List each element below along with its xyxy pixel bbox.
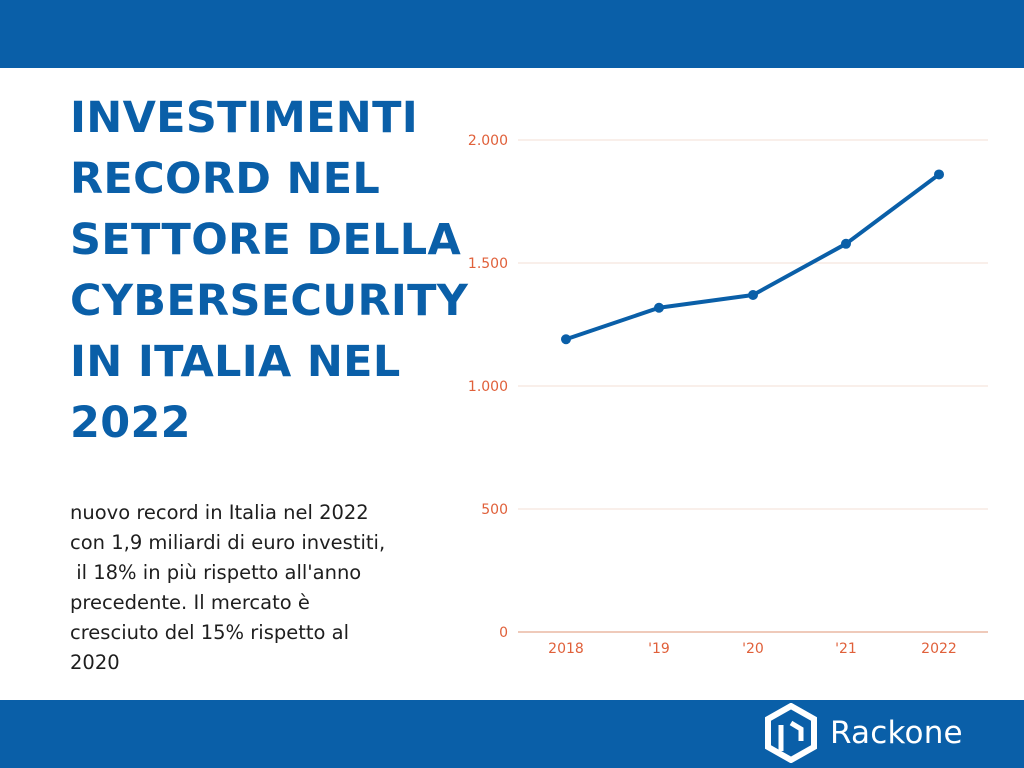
- x-tick-label: 2022: [921, 641, 957, 657]
- page-title: INVESTIMENTI RECORD NEL SETTORE DELLA CY…: [70, 88, 469, 454]
- description-line: cresciuto del 15% rispetto al: [70, 621, 350, 644]
- title-line: 2022: [70, 398, 191, 448]
- title-line: INVESTIMENTI: [70, 93, 419, 143]
- x-tick-label: '20: [742, 641, 764, 657]
- y-tick-label: 0: [499, 625, 508, 641]
- data-point: [934, 169, 944, 180]
- rackone-hexagon-logo-icon: [765, 703, 817, 763]
- x-tick-label: 2018: [548, 641, 584, 657]
- line-chart: 0 500 1.000 1.500 2.000 2018 '19 '20 '21 2022: [468, 133, 988, 657]
- data-point: [841, 238, 851, 249]
- data-point: [561, 334, 571, 345]
- series-line: [564, 172, 941, 342]
- title-line: RECORD NEL: [70, 154, 381, 204]
- y-tick-label: 1.500: [468, 256, 508, 272]
- title-line: SETTORE DELLA: [70, 215, 462, 265]
- title-line: IN ITALIA NEL: [70, 337, 401, 387]
- brand: Rackone: [764, 703, 984, 763]
- data-point: [654, 302, 664, 313]
- y-tick-label: 2.000: [468, 133, 508, 149]
- description-line: il 18% in più rispetto all'anno: [70, 561, 362, 584]
- description-line: con 1,9 miliardi di euro investiti,: [70, 531, 386, 554]
- title-line: CYBERSECURITY: [70, 276, 469, 326]
- description-line: nuovo record in Italia nel 2022: [70, 501, 369, 524]
- brand-name: Rackone: [830, 715, 963, 751]
- y-tick-label: 500: [481, 502, 508, 518]
- description-line: precedente. Il mercato è: [70, 591, 310, 614]
- x-tick-label: '21: [835, 641, 857, 657]
- data-point: [748, 289, 758, 300]
- top-banner: [0, 0, 1024, 68]
- description-line: 2020: [70, 651, 120, 674]
- footer-banner: [0, 700, 1024, 768]
- y-tick-label: 1.000: [468, 379, 508, 395]
- description-text: nuovo record in Italia nel 2022 con 1,9 …: [70, 498, 460, 678]
- x-tick-label: '19: [648, 641, 670, 657]
